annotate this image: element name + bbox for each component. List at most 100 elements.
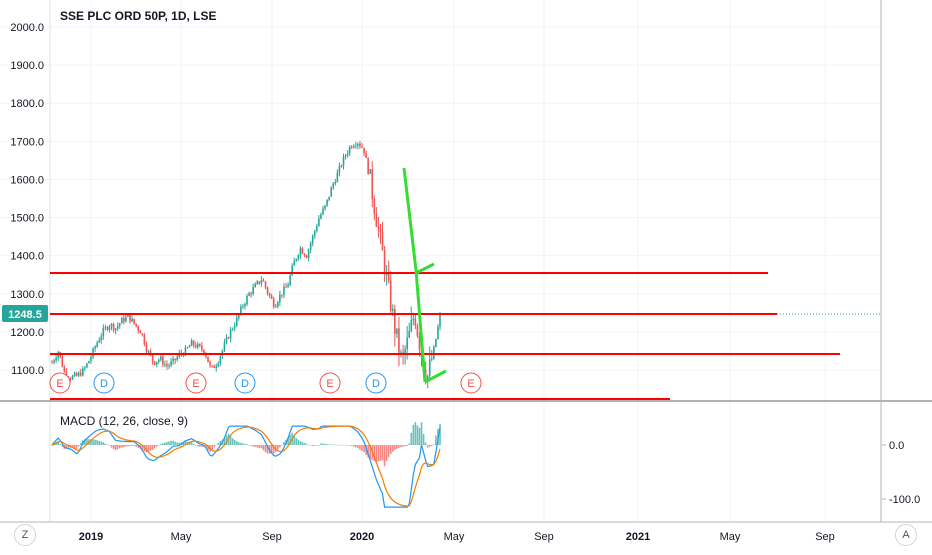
candle-body — [406, 337, 408, 350]
dividend-marker[interactable] — [93, 372, 115, 394]
candle-body — [209, 362, 211, 366]
candle-body — [246, 295, 248, 304]
macd-histogram-bar — [389, 445, 392, 455]
macd-histogram-bar — [400, 445, 402, 448]
macd-histogram-bar — [231, 438, 234, 445]
macd-histogram-bar — [336, 444, 339, 446]
macd-histogram-bar — [277, 445, 279, 450]
macd-histogram-bar — [428, 445, 431, 447]
earnings-marker[interactable] — [185, 372, 207, 394]
candle-body — [223, 342, 226, 351]
zoom-button[interactable]: Z — [14, 524, 36, 546]
macd-histogram-bar — [108, 445, 111, 446]
candle-body — [151, 355, 154, 362]
macd-histogram-bar — [350, 445, 353, 446]
macd-histogram-bar — [178, 442, 181, 445]
macd-histogram-bar — [414, 422, 417, 445]
macd-histogram-bar — [305, 443, 308, 445]
dividend-marker[interactable] — [234, 372, 256, 394]
macd-histogram-bar — [242, 443, 244, 445]
macd-histogram-bar — [375, 445, 378, 462]
candle-body — [377, 226, 380, 229]
time-label: 2019 — [79, 531, 103, 543]
candle-body — [116, 325, 119, 329]
candle-body — [402, 352, 404, 354]
macd-histogram-bar — [387, 445, 390, 458]
y-tick-label: 1800.0 — [10, 98, 44, 110]
candle-body — [164, 364, 166, 366]
macd-histogram-bar — [190, 442, 193, 445]
time-label: Sep — [534, 531, 554, 543]
macd-histogram-bar — [391, 445, 394, 452]
trend-line-drop[interactable] — [402, 167, 427, 383]
macd-histogram-bar — [194, 445, 197, 446]
macd-histogram-bar — [133, 445, 135, 446]
price-badge-bg — [2, 305, 48, 322]
macd-histogram-bar — [348, 444, 351, 446]
candle-body — [104, 327, 107, 329]
macd-histogram-bar — [272, 445, 275, 454]
macd-histogram-bar — [235, 441, 238, 445]
auto-scale-button[interactable]: A — [895, 524, 917, 546]
macd-histogram-bar — [211, 445, 213, 451]
macd-histogram-bar — [381, 445, 384, 461]
candle-body — [295, 258, 298, 261]
candle-body — [355, 145, 357, 147]
time-axis: 2019 May Sep 2020 May Sep 2021 May Sep — [79, 531, 835, 543]
candle-body — [391, 308, 394, 311]
candle-body — [94, 346, 96, 349]
earnings-marker[interactable] — [49, 372, 71, 394]
macd-histogram-bar — [385, 445, 388, 462]
macd-histogram-bar — [219, 441, 222, 445]
candle-body — [139, 330, 142, 334]
macd-histogram-bar — [59, 443, 62, 445]
trend-line-bounce-bottom[interactable] — [424, 369, 447, 384]
earnings-marker[interactable] — [460, 372, 482, 394]
candle-body — [127, 314, 129, 317]
candle-body — [309, 243, 312, 250]
macd-histogram-bar — [328, 444, 330, 445]
macd-histogram-bar — [162, 443, 164, 445]
candle-body — [233, 325, 236, 329]
macd-histogram-bar — [402, 445, 404, 447]
macd-histogram-bar — [316, 445, 318, 446]
macd-histogram-bar — [367, 445, 369, 458]
macd-histogram-bar — [406, 445, 408, 446]
macd-histogram-bar — [318, 445, 320, 446]
candle-body — [118, 323, 121, 326]
candle-body — [203, 349, 205, 354]
macd-histogram-bar — [188, 442, 191, 445]
y-tick-label: 1500.0 — [10, 213, 44, 225]
macd-histogram-bar — [330, 444, 332, 445]
dividend-marker[interactable] — [365, 372, 387, 394]
trend-line-bounce-top[interactable] — [415, 262, 435, 275]
signal-line — [51, 425, 441, 507]
macd-histogram-bar — [326, 444, 328, 445]
macd-histogram-bar — [252, 445, 254, 447]
candle-body — [207, 356, 209, 363]
macd-histogram-bar — [287, 437, 289, 445]
macd-histogram-bar — [394, 445, 396, 451]
candle-body — [196, 344, 199, 348]
candle-body — [320, 214, 322, 219]
candle-body — [227, 337, 230, 339]
macd-histogram-bar — [137, 445, 140, 448]
candle-body — [145, 344, 148, 352]
candle-body — [367, 158, 369, 174]
y-tick-label: 1200.0 — [10, 327, 44, 339]
macd-histogram-bar — [311, 445, 314, 447]
candle-body — [369, 169, 372, 174]
grid — [0, 0, 881, 522]
macd-histogram-bar — [297, 439, 300, 445]
candle-body — [194, 345, 197, 348]
candle-body — [305, 255, 308, 258]
candle-body — [252, 287, 254, 294]
macd-histogram — [51, 422, 441, 467]
candle-body — [293, 260, 296, 266]
macd-histogram-bar — [303, 442, 306, 445]
candle-body — [155, 361, 158, 365]
earnings-marker[interactable] — [319, 372, 341, 394]
macd-histogram-bar — [102, 442, 105, 445]
